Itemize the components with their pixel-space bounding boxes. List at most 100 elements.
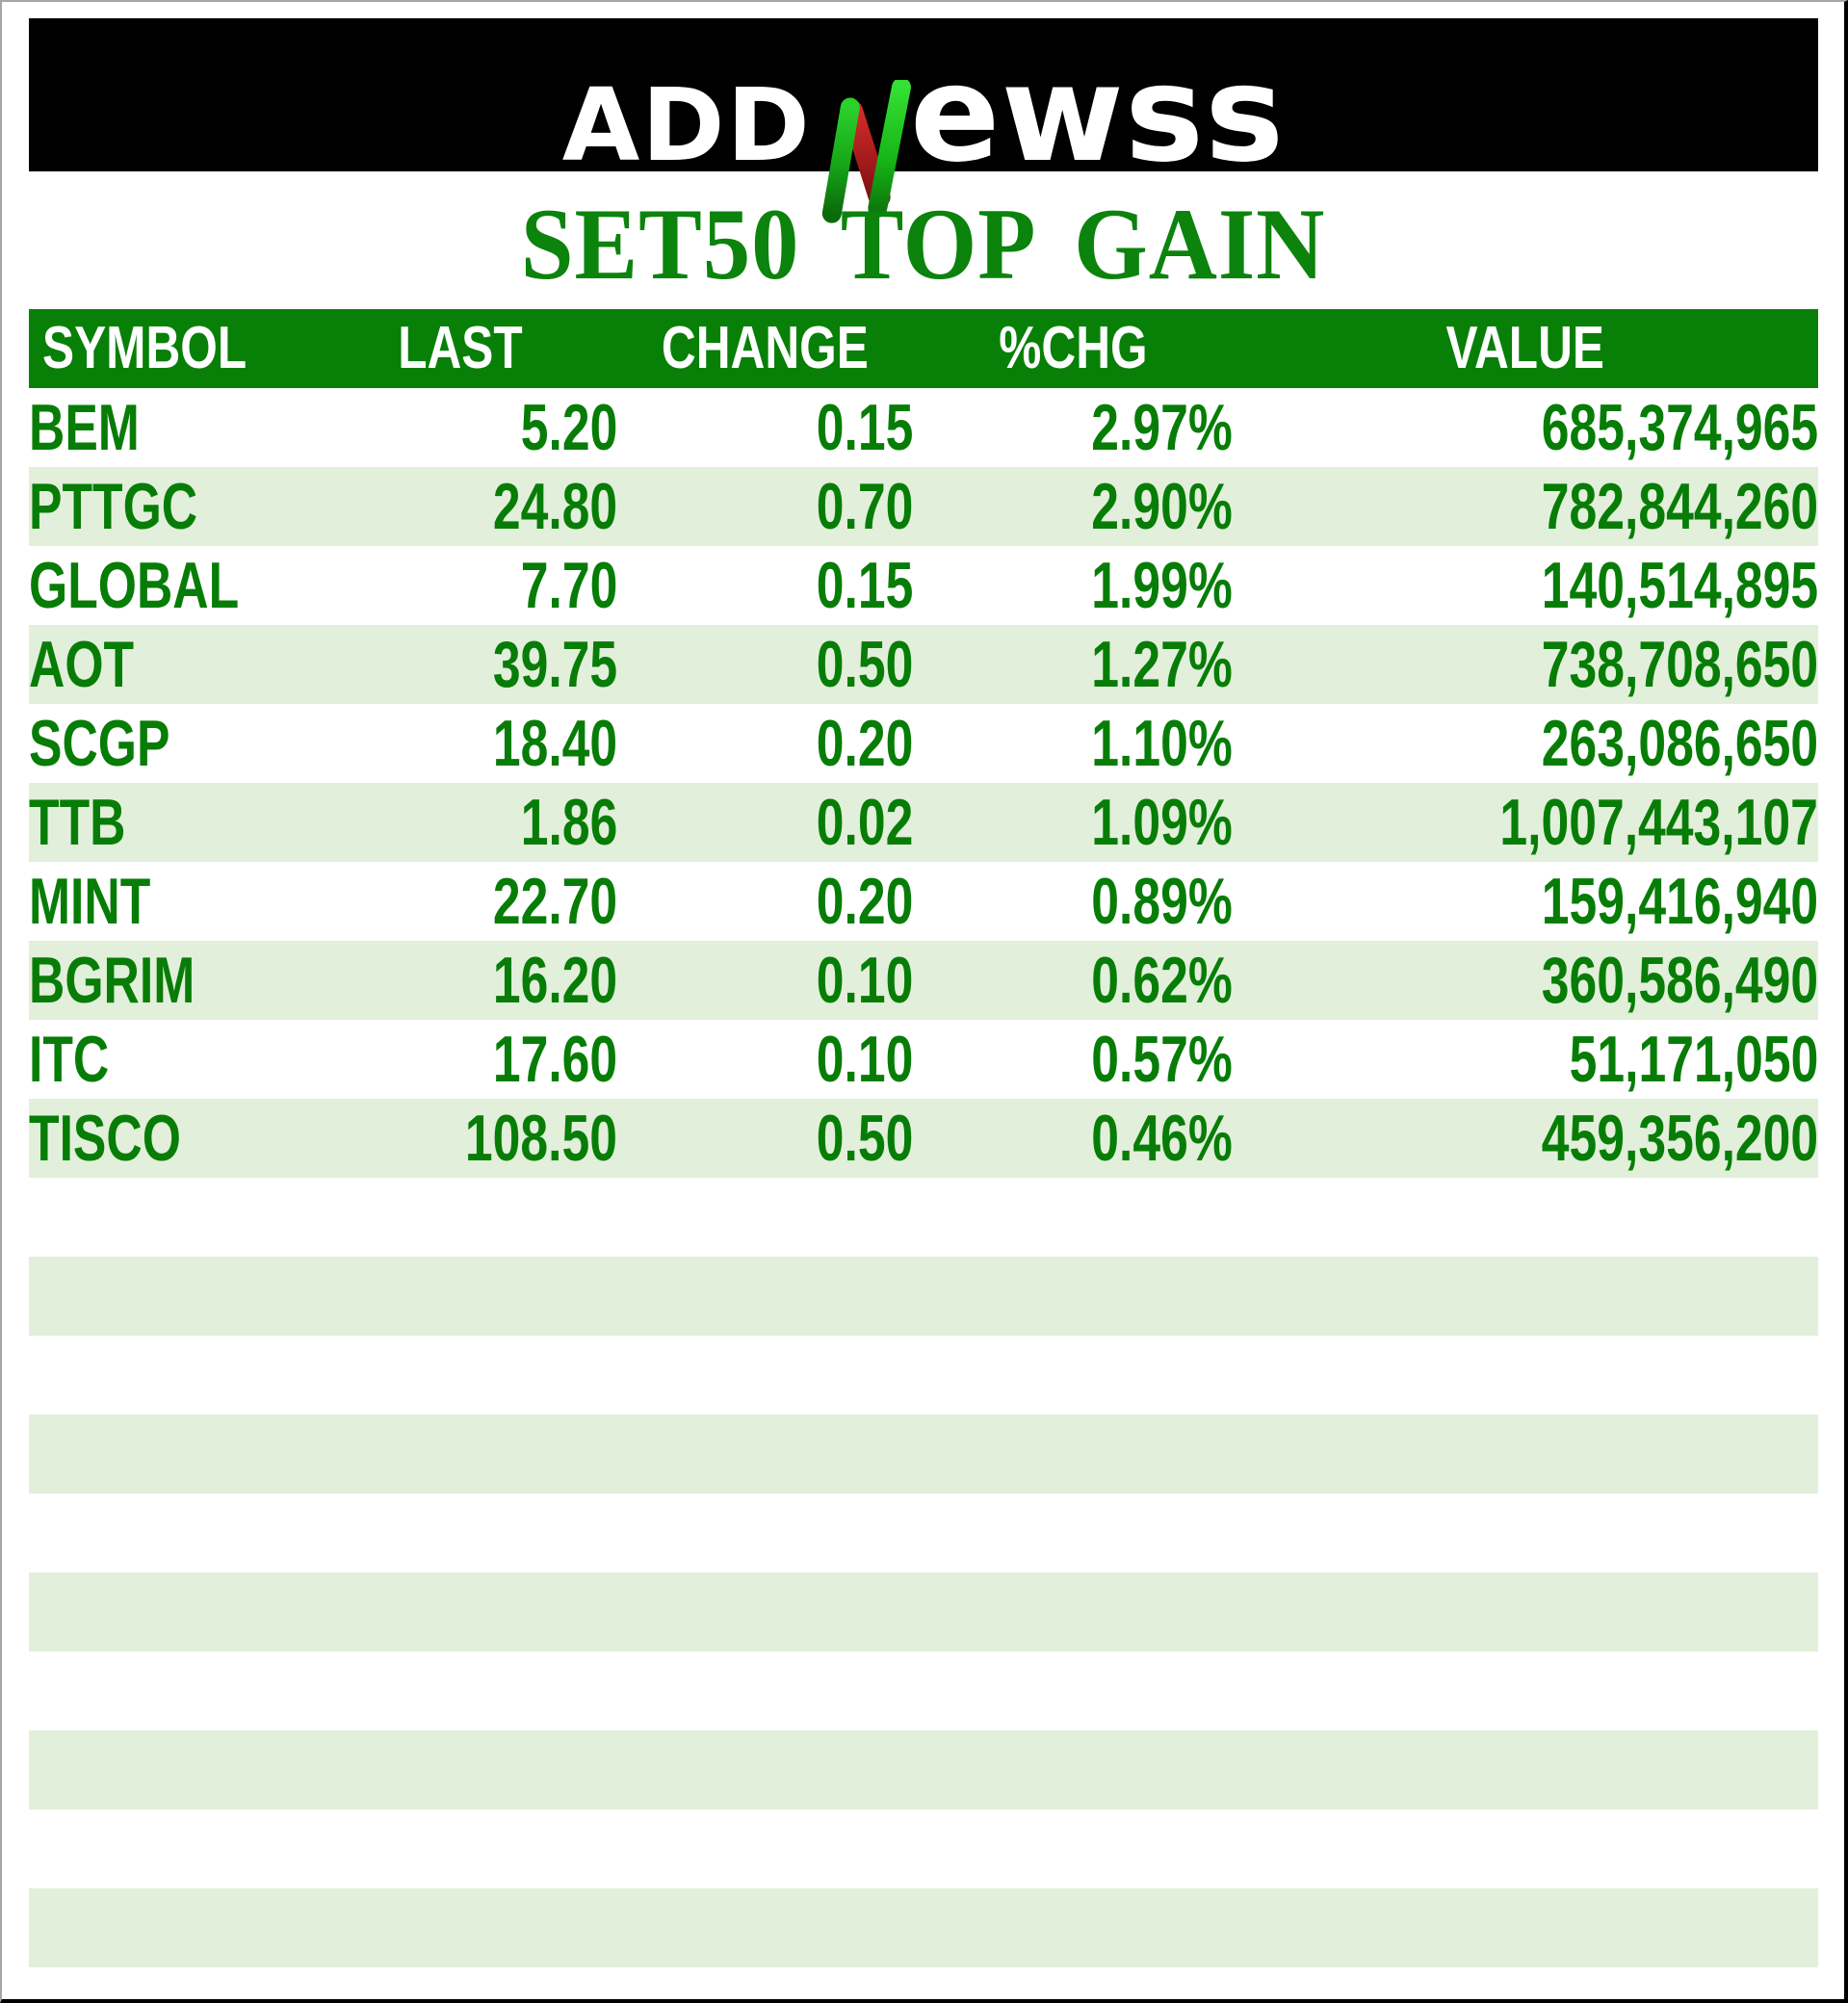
empty-cell (1233, 1336, 1818, 1415)
empty-cell (29, 1494, 303, 1573)
table-cell: 0.20 (816, 865, 913, 938)
empty-cell (913, 1730, 1233, 1809)
table-cell: 263,086,650 (1541, 707, 1818, 780)
table-cell: 0.50 (816, 1102, 913, 1175)
table-cell: 0.15 (816, 391, 913, 464)
empty-cell (303, 1494, 617, 1573)
table-cell: 108.50 (464, 1102, 617, 1175)
empty-cell (29, 1257, 303, 1336)
column-header-value: VALUE (1445, 315, 1605, 381)
column-header-pctchg: %CHG (998, 315, 1148, 381)
empty-row (29, 1573, 1818, 1652)
table-cell: MINT (29, 865, 151, 938)
empty-row (29, 1730, 1818, 1809)
table-row: PTTGC 24.80 0.70 2.90% 782,844,260 (29, 467, 1818, 546)
empty-cell (913, 1257, 1233, 1336)
table-cell: 0.70 (816, 470, 913, 543)
empty-cell (913, 1415, 1233, 1494)
logo-text-prefix: ADD (561, 66, 812, 184)
table-cell: BEM (29, 391, 140, 464)
empty-cell (303, 1573, 617, 1652)
empty-cell (1233, 1809, 1818, 1888)
table-cell: TISCO (29, 1102, 181, 1175)
empty-cell (1233, 1178, 1818, 1257)
empty-cell (29, 1730, 303, 1809)
empty-cell (913, 1573, 1233, 1652)
table-row: MINT 22.70 0.20 0.89% 159,416,940 (29, 862, 1818, 941)
table-cell: 1.99% (1091, 549, 1233, 622)
empty-cell (617, 1809, 913, 1888)
empty-cell (617, 1257, 913, 1336)
empty-cell (1233, 1573, 1818, 1652)
table-cell: 0.62% (1091, 944, 1233, 1017)
empty-cell (1233, 1652, 1818, 1730)
empty-cell (1233, 1415, 1818, 1494)
table-cell: GLOBAL (29, 549, 240, 622)
empty-cell (913, 1809, 1233, 1888)
table-row: ITC 17.60 0.10 0.57% 51,171,050 (29, 1020, 1818, 1099)
table-cell: ITC (29, 1023, 110, 1096)
logo-text-suffix: ewss (909, 37, 1286, 192)
column-header-last: LAST (398, 315, 523, 381)
empty-row (29, 1257, 1818, 1336)
empty-cell (303, 1336, 617, 1415)
empty-cell (29, 1573, 303, 1652)
table-row: GLOBAL 7.70 0.15 1.99% 140,514,895 (29, 546, 1818, 625)
column-header-symbol: SYMBOL (42, 315, 247, 381)
table-cell: 39.75 (492, 628, 617, 701)
table-cell: 0.46% (1091, 1102, 1233, 1175)
empty-cell (913, 1652, 1233, 1730)
table-cell: 0.50 (816, 628, 913, 701)
empty-cell (913, 1888, 1233, 1967)
empty-cell (29, 1652, 303, 1730)
table-row: BGRIM 16.20 0.10 0.62% 360,586,490 (29, 941, 1818, 1020)
empty-row (29, 1336, 1818, 1415)
table-cell: 0.15 (816, 549, 913, 622)
empty-cell (303, 1888, 617, 1967)
empty-cell (29, 1809, 303, 1888)
empty-cell (29, 1415, 303, 1494)
table-cell: 2.97% (1091, 391, 1233, 464)
table-cell: 1,007,443,107 (1499, 786, 1818, 859)
table-cell: 17.60 (492, 1023, 617, 1096)
empty-cell (617, 1573, 913, 1652)
table-cell: 360,586,490 (1541, 944, 1818, 1017)
empty-cell (617, 1730, 913, 1809)
empty-cell (1233, 1730, 1818, 1809)
empty-cell (303, 1178, 617, 1257)
page-title: SET50 TOP GAIN (520, 188, 1326, 300)
table-row: TISCO 108.50 0.50 0.46% 459,356,200 (29, 1099, 1818, 1178)
table-cell: 1.86 (520, 786, 617, 859)
empty-cell (29, 1336, 303, 1415)
table-cell: 51,171,050 (1569, 1023, 1818, 1096)
empty-cell (617, 1415, 913, 1494)
table-cell: 782,844,260 (1541, 470, 1818, 543)
table-cell: 24.80 (492, 470, 617, 543)
table-cell: 22.70 (492, 865, 617, 938)
table-cell: 0.89% (1091, 865, 1233, 938)
empty-cell (1233, 1888, 1818, 1967)
table-row: AOT 39.75 0.50 1.27% 738,708,650 (29, 625, 1818, 704)
table-cell: 459,356,200 (1541, 1102, 1818, 1175)
table-cell: 685,374,965 (1541, 391, 1818, 464)
top-gain-table: SYMBOL LAST CHANGE %CHG VALUE BEM 5.20 0.1… (29, 309, 1818, 1967)
table-cell: 159,416,940 (1541, 865, 1818, 938)
table-cell: 7.70 (520, 549, 617, 622)
table-cell: 1.27% (1091, 628, 1233, 701)
table-cell: 0.10 (816, 944, 913, 1017)
table-cell: 0.20 (816, 707, 913, 780)
table-header: SYMBOL LAST CHANGE %CHG VALUE (29, 309, 1818, 388)
empty-cell (303, 1415, 617, 1494)
table-cell: 0.57% (1091, 1023, 1233, 1096)
empty-cell (303, 1730, 617, 1809)
brand-banner: ADD (29, 18, 1818, 223)
empty-row (29, 1415, 1818, 1494)
empty-cell (29, 1178, 303, 1257)
table-cell: SCGP (29, 707, 170, 780)
empty-cell (303, 1809, 617, 1888)
table-cell: 16.20 (492, 944, 617, 1017)
empty-cell (617, 1652, 913, 1730)
empty-cell (913, 1494, 1233, 1573)
table-cell: PTTGC (29, 470, 198, 543)
